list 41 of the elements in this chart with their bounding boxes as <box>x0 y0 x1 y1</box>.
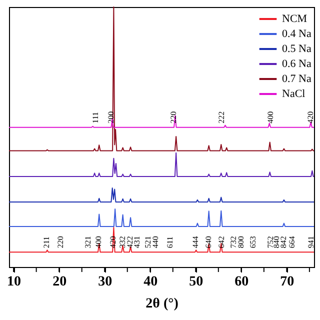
annotation: 611 <box>166 236 175 248</box>
annotation: 642 <box>217 236 226 248</box>
annotation: 332 <box>118 236 127 248</box>
x-tick-label: 60 <box>234 274 249 290</box>
annotation: 732 <box>228 236 238 248</box>
annotation: 521 <box>143 236 152 248</box>
legend-label: NaCl <box>282 88 306 100</box>
x-tick-label: 30 <box>98 274 112 290</box>
annotation: 941 <box>306 236 316 248</box>
annotation: 842 <box>278 236 288 248</box>
annotation: 440 <box>151 236 160 248</box>
annotation: 220 <box>169 111 178 124</box>
annotation: 211 <box>42 236 52 248</box>
annotation: 400 <box>94 236 104 248</box>
annotation: 222 <box>217 111 226 124</box>
x-axis-title: 2θ (°) <box>146 296 179 312</box>
annotation: 111 <box>90 112 100 124</box>
x-tick-label: 10 <box>7 274 22 290</box>
annotation: 653 <box>248 236 258 248</box>
annotation: 422 <box>126 236 135 248</box>
annotation: 420 <box>108 236 118 248</box>
annotation: 321 <box>84 236 93 248</box>
annotation: 400 <box>266 111 276 124</box>
annotation: 640 <box>204 236 213 248</box>
annotation: 200 <box>106 111 116 124</box>
annotation: 664 <box>288 236 297 248</box>
x-tick-label: 70 <box>280 274 294 290</box>
legend-label: 0.7 Na <box>282 73 312 85</box>
x-tick-label: 40 <box>144 274 158 290</box>
legend-label: NCM <box>282 13 308 25</box>
x-tick-label: 50 <box>189 274 204 290</box>
annotation: 800 <box>236 236 246 248</box>
annotation: 220 <box>56 236 65 248</box>
x-tick-label: 20 <box>52 274 67 290</box>
annotation: 431 <box>132 236 142 248</box>
annotation: 420 <box>306 111 315 124</box>
legend-label: 0.4 Na <box>282 28 312 40</box>
legend-label: 0.6 Na <box>282 58 312 70</box>
annotation: 444 <box>191 236 200 248</box>
annotation: 840 <box>272 236 282 248</box>
legend-label: 0.5 Na <box>282 43 312 55</box>
